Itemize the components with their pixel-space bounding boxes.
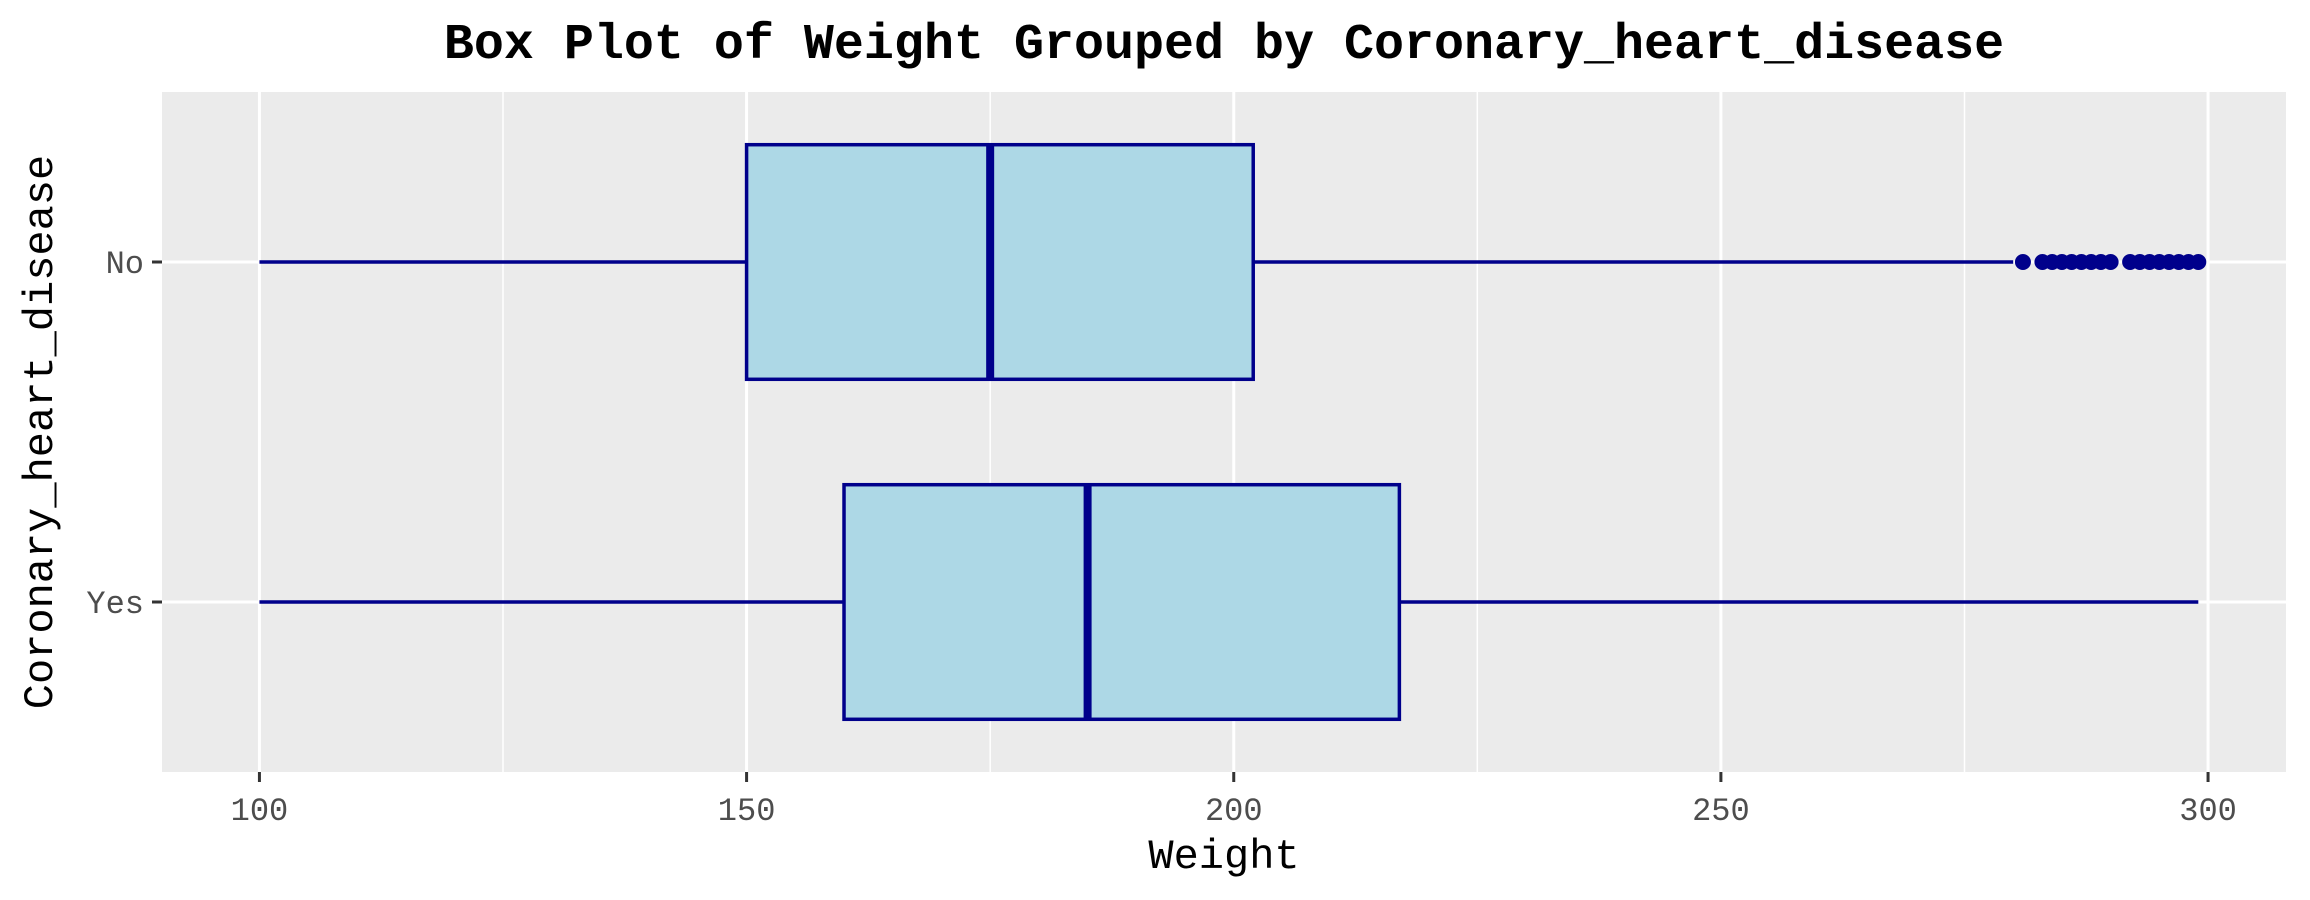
x-tick-label: 250	[1692, 793, 1750, 830]
iqr-box	[842, 482, 1402, 722]
x-tick-label: 150	[718, 793, 776, 830]
x-axis-title: Weight	[1148, 833, 1299, 881]
outlier-point	[2014, 254, 2031, 270]
y-axis-title: Coronary_heart_disease	[17, 155, 65, 710]
box-layer	[259, 142, 2207, 722]
x-tick-label: 100	[231, 793, 289, 830]
y-axis: No Yes	[86, 246, 162, 623]
x-tick-label: 300	[2179, 793, 2237, 830]
chart-title: Box Plot of Weight Grouped by Coronary_h…	[444, 17, 2004, 74]
iqr-box	[744, 142, 1255, 382]
x-axis: 100 150 200 250 300	[231, 772, 2237, 830]
y-tick-label: Yes	[86, 586, 144, 623]
x-tick-label: 200	[1205, 793, 1263, 830]
outlier-point	[2190, 254, 2207, 270]
y-tick-label: No	[106, 246, 144, 283]
box-group-no	[259, 142, 2207, 382]
box-group-yes	[259, 482, 2199, 722]
outlier-point	[2102, 254, 2119, 270]
